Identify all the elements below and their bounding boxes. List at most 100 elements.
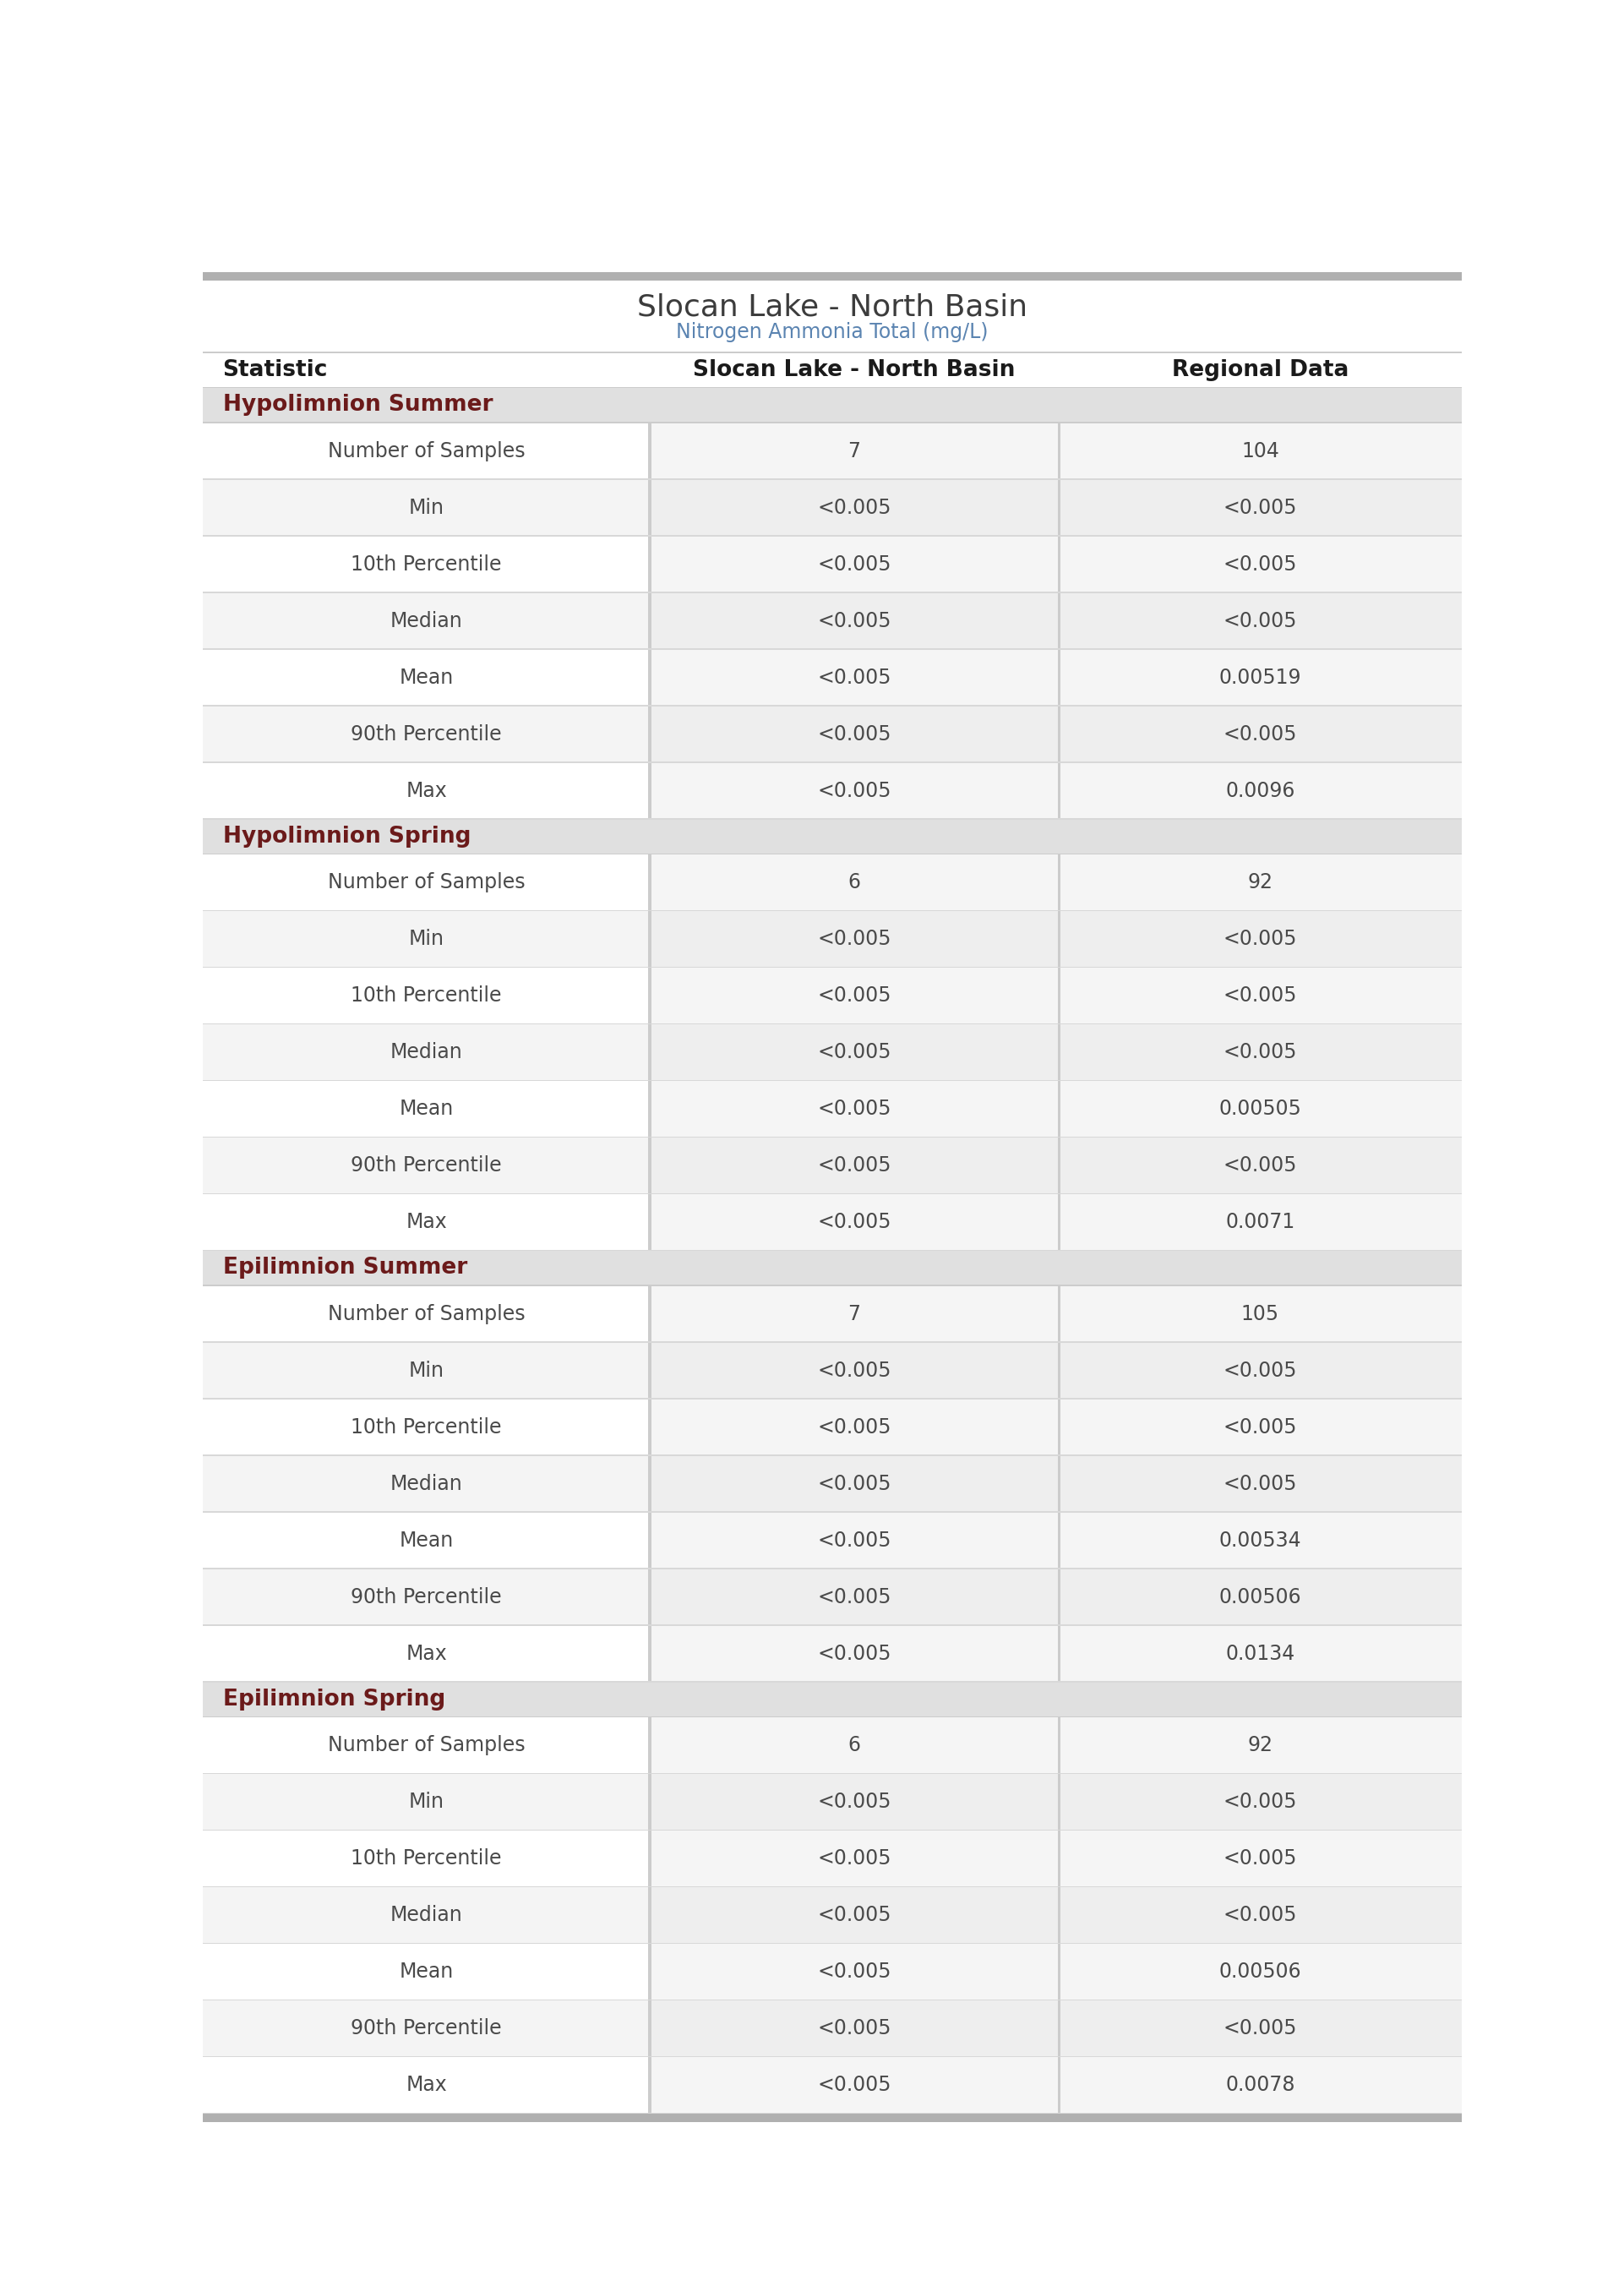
Text: <0.005: <0.005 — [817, 2075, 892, 2095]
Bar — [648, 913, 651, 967]
Text: <0.005: <0.005 — [817, 985, 892, 1006]
Bar — [648, 1625, 651, 1682]
Bar — [1057, 1718, 1060, 1773]
Bar — [1057, 1137, 1060, 1194]
Bar — [203, 592, 1462, 649]
Text: 92: 92 — [1247, 1734, 1273, 1755]
Bar — [650, 1194, 1059, 1251]
Bar — [1057, 967, 1060, 1024]
Text: <0.005: <0.005 — [817, 1791, 892, 1811]
Text: <0.005: <0.005 — [1223, 1791, 1298, 1811]
Bar — [650, 1137, 1059, 1194]
Bar — [203, 1344, 1462, 1398]
Text: <0.005: <0.005 — [1223, 928, 1298, 949]
Bar — [203, 706, 1462, 763]
Bar — [650, 1344, 1059, 1398]
Text: 10th Percentile: 10th Percentile — [351, 1848, 502, 1868]
Text: Number of Samples: Number of Samples — [328, 1734, 525, 1755]
Text: <0.005: <0.005 — [817, 1416, 892, 1437]
Text: <0.005: <0.005 — [1223, 611, 1298, 631]
Text: <0.005: <0.005 — [817, 667, 892, 688]
Bar — [203, 424, 1462, 479]
Bar — [648, 1889, 651, 1943]
Bar — [650, 763, 1059, 819]
Text: <0.005: <0.005 — [1223, 497, 1298, 518]
Bar — [203, 479, 1462, 536]
Text: 10th Percentile: 10th Percentile — [351, 1416, 502, 1437]
Bar — [203, 279, 1462, 352]
Bar — [203, 354, 1462, 386]
Bar — [650, 2000, 1059, 2057]
Bar — [1057, 536, 1060, 592]
Bar — [1057, 1569, 1060, 1625]
Text: <0.005: <0.005 — [817, 1961, 892, 1982]
Text: 0.0078: 0.0078 — [1226, 2075, 1294, 2095]
Bar — [648, 1832, 651, 1886]
Bar — [1057, 1625, 1060, 1682]
Text: Slocan Lake - North Basin: Slocan Lake - North Basin — [637, 293, 1028, 322]
Text: Regional Data: Regional Data — [1173, 359, 1348, 381]
Text: <0.005: <0.005 — [1223, 1473, 1298, 1494]
Bar — [203, 967, 1462, 1024]
Bar — [203, 1401, 1462, 1455]
Text: Slocan Lake - North Basin: Slocan Lake - North Basin — [693, 359, 1015, 381]
Bar — [648, 479, 651, 536]
Text: Min: Min — [409, 1791, 443, 1811]
Text: Median: Median — [390, 1042, 463, 1062]
Text: Mean: Mean — [400, 1099, 453, 1119]
Text: Median: Median — [390, 1473, 463, 1494]
Bar — [650, 913, 1059, 967]
Text: <0.005: <0.005 — [1223, 1360, 1298, 1380]
Bar — [1057, 1775, 1060, 1830]
Bar — [1059, 1889, 1462, 1943]
Bar — [203, 1832, 1462, 1886]
Bar — [648, 1137, 651, 1194]
Bar — [203, 1455, 1462, 1512]
Text: <0.005: <0.005 — [1223, 1155, 1298, 1176]
Text: Epilimnion Spring: Epilimnion Spring — [222, 1689, 445, 1712]
Text: <0.005: <0.005 — [817, 554, 892, 574]
Bar — [1059, 1287, 1462, 1342]
Text: Median: Median — [390, 1905, 463, 1925]
Text: <0.005: <0.005 — [1223, 1848, 1298, 1868]
Bar — [203, 1569, 1462, 1625]
Bar — [1057, 424, 1060, 479]
Text: Max: Max — [406, 1643, 447, 1664]
Text: Mean: Mean — [400, 1530, 453, 1550]
Text: 0.00534: 0.00534 — [1220, 1530, 1301, 1550]
Bar — [1057, 1889, 1060, 1943]
Text: 90th Percentile: 90th Percentile — [351, 1587, 502, 1607]
Text: 0.0096: 0.0096 — [1226, 781, 1294, 801]
Text: <0.005: <0.005 — [817, 1212, 892, 1233]
Bar — [650, 856, 1059, 910]
Text: 0.00506: 0.00506 — [1220, 1587, 1301, 1607]
Bar — [203, 1024, 1462, 1081]
Bar — [1057, 1832, 1060, 1886]
Text: 105: 105 — [1241, 1303, 1280, 1323]
Bar — [1057, 1024, 1060, 1081]
Bar — [1059, 913, 1462, 967]
Bar — [648, 1569, 651, 1625]
Bar — [648, 592, 651, 649]
Bar — [203, 2000, 1462, 2057]
Bar — [1057, 706, 1060, 763]
Bar — [1059, 2057, 1462, 2113]
Bar — [203, 1889, 1462, 1943]
Bar — [1059, 1718, 1462, 1773]
Bar — [203, 1682, 1462, 1716]
Bar — [650, 1455, 1059, 1512]
Bar — [648, 1081, 651, 1137]
Bar — [1057, 856, 1060, 910]
Text: Hypolimnion Summer: Hypolimnion Summer — [222, 395, 492, 415]
Text: <0.005: <0.005 — [1223, 724, 1298, 745]
Bar — [1057, 1287, 1060, 1342]
Bar — [1059, 1512, 1462, 1569]
Bar — [203, 1287, 1462, 1342]
Bar — [1057, 1943, 1060, 2000]
Text: Number of Samples: Number of Samples — [328, 440, 525, 461]
Bar — [1059, 1625, 1462, 1682]
Bar — [650, 1569, 1059, 1625]
Text: 90th Percentile: 90th Percentile — [351, 724, 502, 745]
Bar — [203, 1775, 1462, 1830]
Text: Min: Min — [409, 1360, 443, 1380]
